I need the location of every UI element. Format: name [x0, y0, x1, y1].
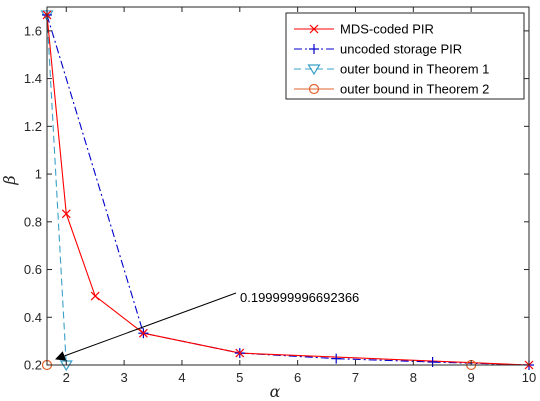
legend-swatch-marker	[308, 83, 320, 95]
series-layer	[47, 14, 529, 365]
annotation-text: 0.199999996692366	[240, 290, 359, 305]
annotation-layer: 0.199999996692366	[55, 290, 359, 361]
legend-entry-1: uncoded storage PIR	[294, 42, 462, 57]
legend-label: outer bound in Theorem 2	[340, 82, 489, 97]
legend: MDS-coded PIR uncoded storage PIR outer bo…	[285, 12, 525, 100]
series-point-0	[90, 291, 100, 301]
plot-frame	[46, 6, 530, 366]
x-tick-label: 7	[352, 370, 359, 385]
legend-label: uncoded storage PIR	[340, 42, 462, 57]
series-point-0	[138, 328, 148, 338]
legend-entry-2: outer bound in Theorem 1	[294, 62, 489, 77]
series-line-1	[47, 14, 529, 365]
y-axis-ticks: 0.2 0.4 0.6 0.8 1 1.2 1.4 1.6	[24, 23, 529, 373]
legend-label: outer bound in Theorem 1	[340, 62, 489, 77]
series-point-0	[61, 209, 71, 219]
y-tick-label: 1.6	[24, 23, 42, 38]
series-point-0	[235, 348, 245, 358]
legend-swatch-marker	[309, 24, 319, 34]
series-line-2	[47, 14, 67, 365]
legend-entry-3: outer bound in Theorem 2	[294, 82, 489, 97]
y-tick-label: 0.8	[24, 214, 42, 229]
legend-swatch-marker	[307, 64, 321, 76]
y-axis-label: β	[0, 175, 19, 185]
x-tick-label: 3	[121, 370, 128, 385]
y-tick-label: 1.2	[24, 119, 42, 134]
x-tick-label: 6	[294, 370, 301, 385]
x-axis-ticks: 2 3 4 5 6 7 8 9 10	[63, 7, 536, 385]
x-tick-label: 5	[236, 370, 243, 385]
y-tick-label: 0.4	[24, 310, 42, 325]
legend-swatch-marker	[309, 44, 319, 54]
y-tick-label: 0.6	[24, 262, 42, 277]
x-tick-label: 9	[468, 370, 475, 385]
x-axis-label: α	[270, 382, 281, 401]
series-line-0	[47, 14, 529, 365]
legend-label: MDS-coded PIR	[340, 22, 434, 37]
series-point-1	[331, 353, 342, 364]
legend-entry-0: MDS-coded PIR	[294, 22, 434, 37]
y-tick-label: 1	[35, 167, 42, 182]
x-tick-label: 8	[410, 370, 417, 385]
y-tick-label: 1.4	[24, 71, 42, 86]
legend-box	[285, 12, 525, 100]
y-tick-label: 0.2	[24, 358, 42, 373]
x-tick-label: 4	[178, 370, 185, 385]
annotation-arrow	[55, 292, 237, 361]
x-tick-label: 2	[63, 370, 70, 385]
x-tick-label: 10	[522, 370, 536, 385]
